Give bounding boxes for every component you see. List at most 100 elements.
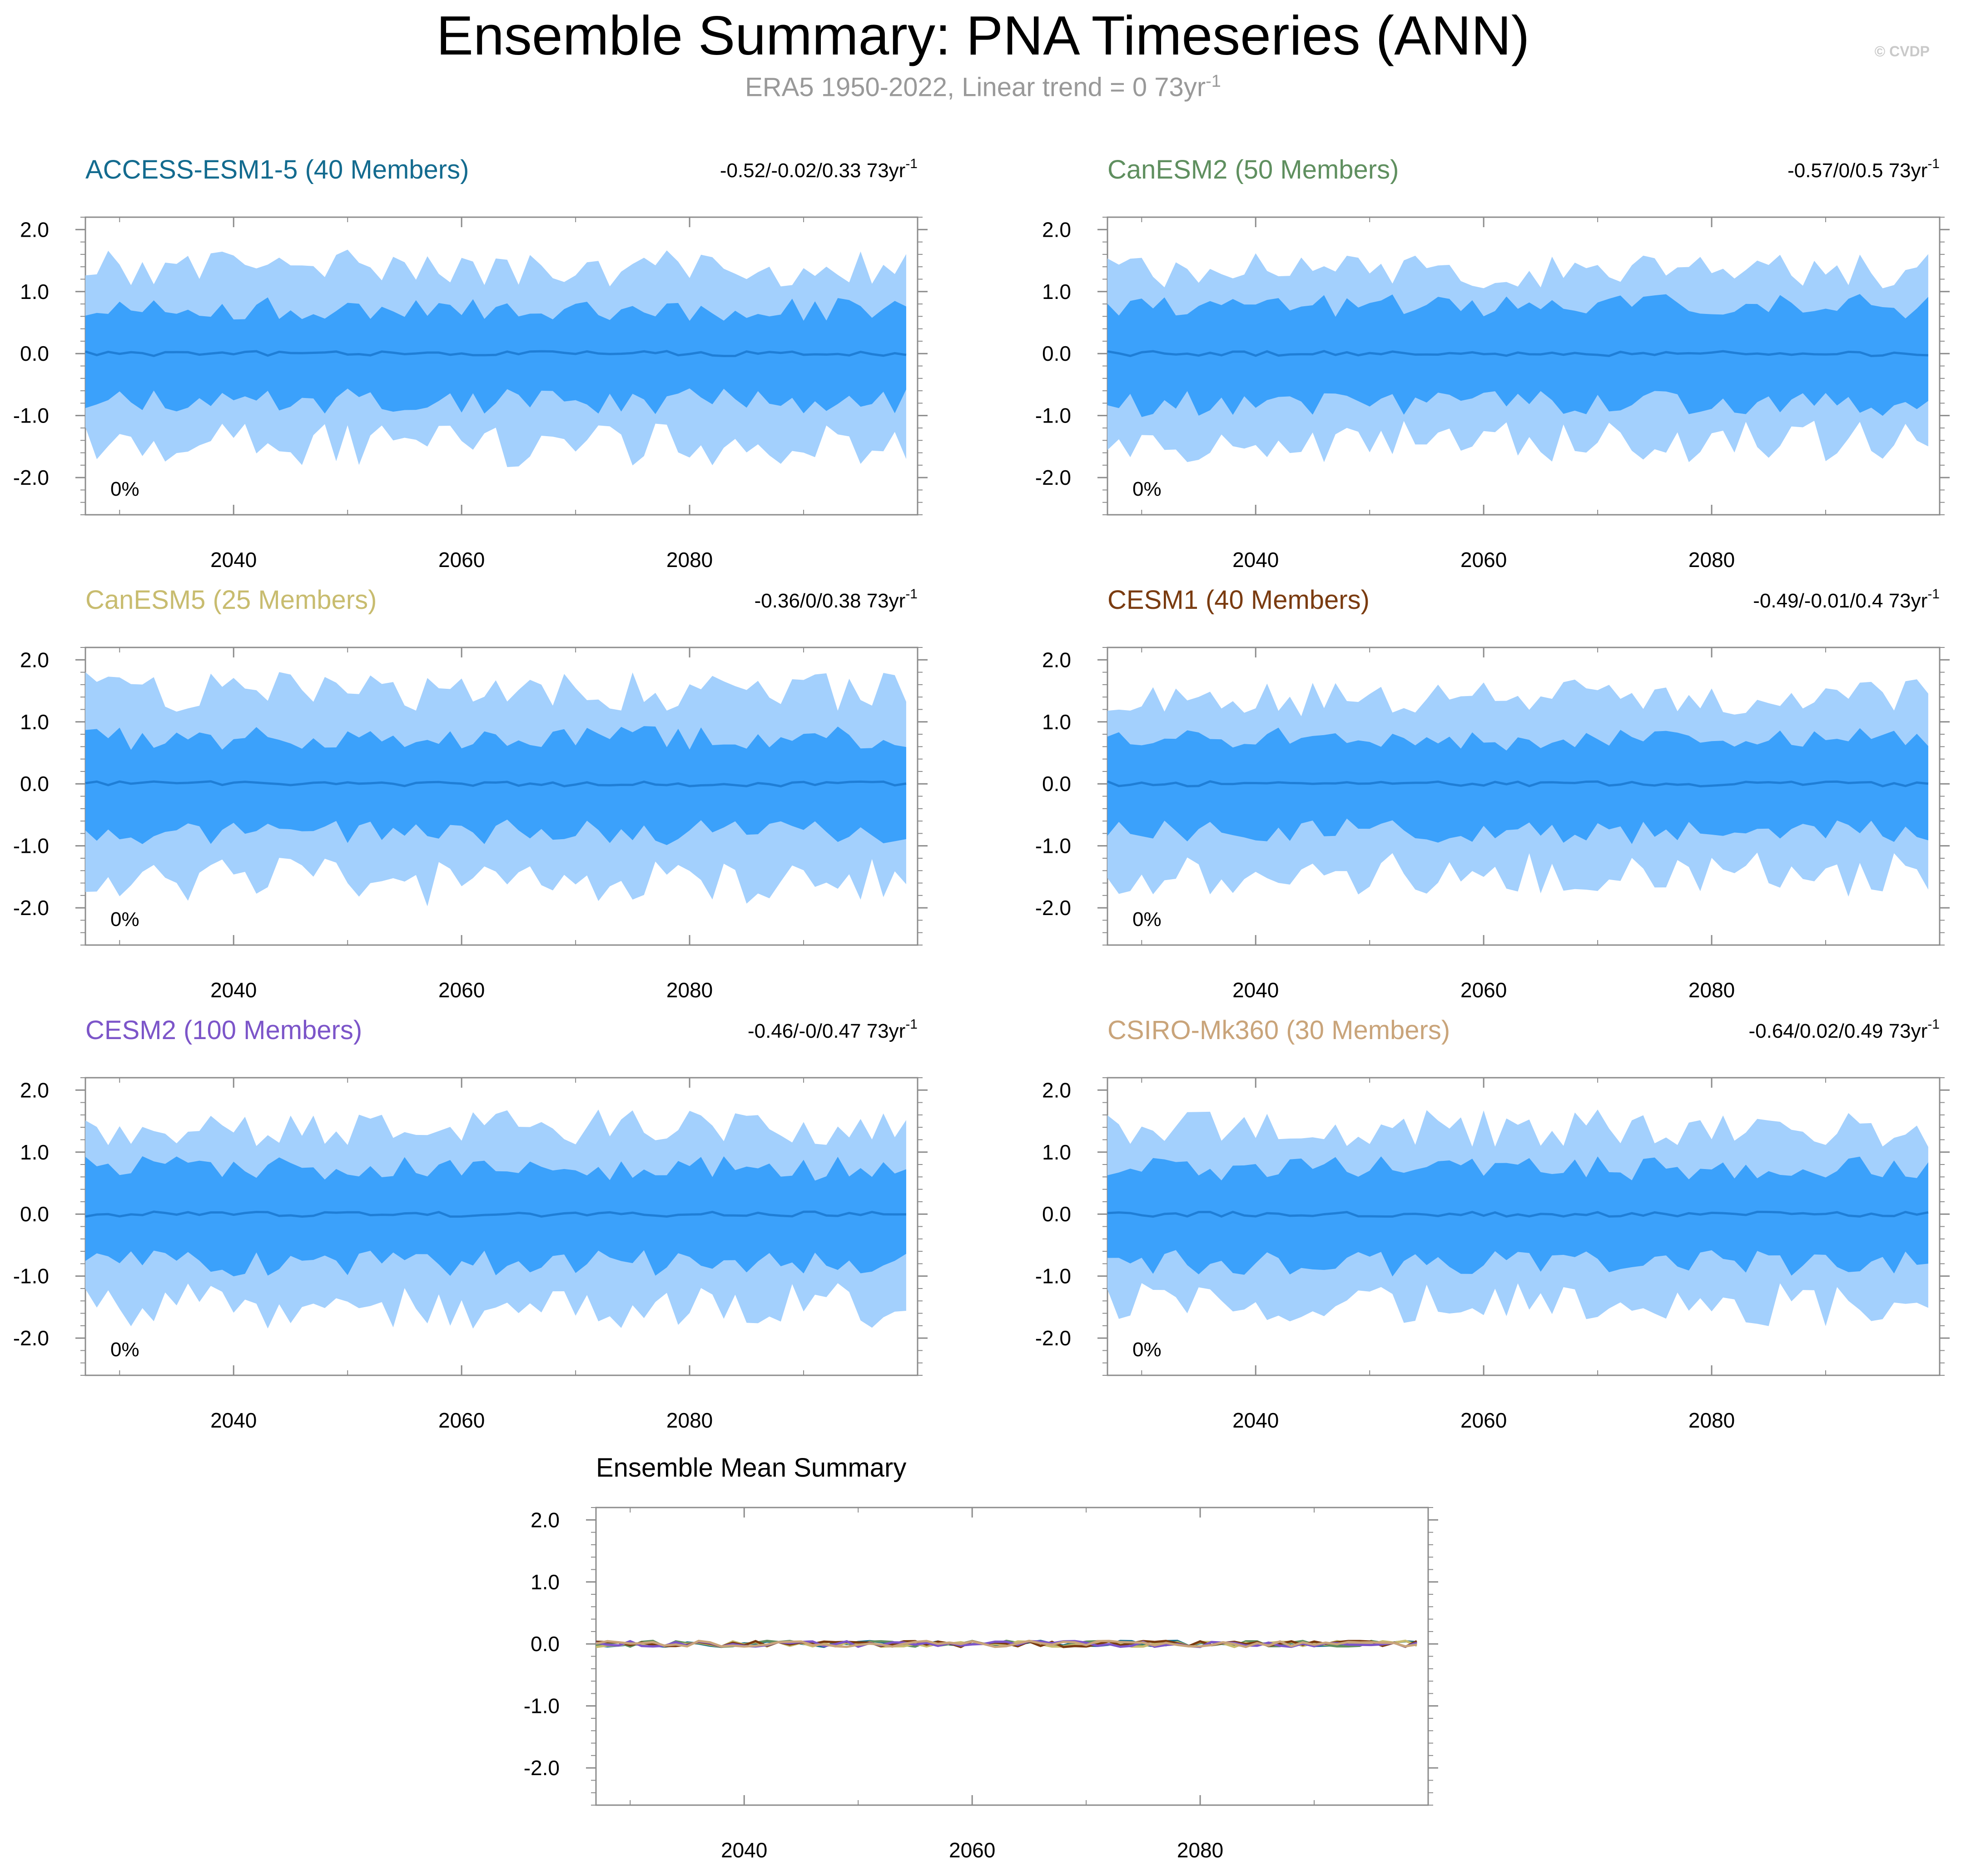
panel-title: CSIRO-Mk360 (30 Members) [1107,1015,1450,1045]
x-tick-label: 2080 [1177,1838,1223,1862]
panel-stats: -0.57/0/0.5 73yr-1 [1787,156,1940,182]
x-tick-label: 2080 [1688,978,1735,1002]
y-tick-label: 1.0 [20,1140,49,1164]
panel-3: CanESM5 (25 Members) -0.36/0/0.38 73yr-1 0… [13,585,928,1002]
x-tick-label: 2060 [1460,548,1507,572]
x-tick-label: 2080 [666,548,713,572]
y-tick-label: -2.0 [13,896,49,920]
y-tick-label: -1.0 [524,1694,560,1718]
y-tick-label: -2.0 [524,1756,560,1780]
mean-series-line [596,1639,1417,1648]
y-tick-label: 0.0 [1042,1202,1071,1226]
figure-subtitle-text: ERA5 1950-2022, Linear trend = 0 73yr [745,72,1206,102]
x-tick-label: 2040 [1232,548,1279,572]
panel-title: Ensemble Mean Summary [596,1453,906,1483]
y-tick-label: -2.0 [1035,1326,1071,1350]
panel-annotation: 0% [110,478,139,500]
watermark: © CVDP [1874,43,1930,60]
y-tick-label: -1.0 [1035,1264,1071,1288]
panel-1: ACCESS-ESM1-5 (40 Members) -0.52/-0.02/0.… [13,155,928,572]
y-tick-label: -2.0 [13,466,49,489]
panel-annotation: 0% [110,1339,139,1361]
y-tick-label: -1.0 [13,404,49,428]
x-tick-label: 2080 [1688,1408,1735,1432]
x-tick-label: 2060 [438,978,485,1002]
mean-series-line [596,1640,1418,1648]
y-tick-label: 2.0 [20,648,49,672]
ensemble-mean-line [85,1210,906,1218]
inner-band [1107,294,1928,417]
y-tick-label: 2.0 [20,1078,49,1102]
y-tick-label: 1.0 [1042,1140,1071,1164]
ensemble-mean-line [85,780,907,788]
x-tick-label: 2040 [1232,978,1279,1002]
y-tick-label: 1.0 [1042,710,1071,734]
x-tick-label: 2040 [721,1838,767,1862]
y-tick-label: -1.0 [1035,404,1071,428]
x-tick-label: 2060 [1460,978,1507,1002]
x-tick-label: 2040 [210,548,257,572]
x-tick-label: 2060 [1460,1408,1507,1432]
y-tick-label: 0.0 [20,342,49,365]
y-tick-label: 0.0 [531,1632,560,1656]
y-tick-label: -2.0 [1035,896,1071,920]
panel-annotation: 0% [110,908,139,931]
x-tick-label: 2080 [1688,548,1735,572]
panel-5: CESM2 (100 Members) -0.46/-0/0.47 73yr-1 0… [13,1015,928,1432]
inner-band [1107,727,1928,844]
ensemble-mean-line [1107,350,1929,358]
y-tick-label: 1.0 [20,710,49,734]
panel-title: CESM2 (100 Members) [85,1015,362,1045]
x-tick-label: 2080 [666,978,713,1002]
panel-title: CanESM5 (25 Members) [85,585,377,615]
inner-band [1107,1156,1928,1277]
panel-title: CanESM2 (50 Members) [1107,155,1399,184]
panel-stats: -0.49/-0.01/0.4 73yr-1 [1753,587,1940,612]
y-tick-label: 0.0 [20,772,49,796]
plot-frame [595,1507,1429,1806]
y-tick-label: 0.0 [1042,772,1071,796]
y-tick-label: -2.0 [13,1326,49,1350]
panel-2: CanESM2 (50 Members) -0.57/0/0.5 73yr-1 0%… [1035,155,1950,572]
panel-stats: -0.52/-0.02/0.33 73yr-1 [720,156,918,182]
x-tick-label: 2040 [210,978,257,1002]
panel-stats: -0.46/-0/0.47 73yr-1 [748,1017,918,1042]
y-tick-label: 2.0 [20,218,49,241]
x-tick-label: 2060 [438,548,485,572]
inner-band [85,1156,906,1277]
x-tick-label: 2080 [666,1408,713,1432]
y-tick-label: -1.0 [1035,834,1071,858]
ensemble-mean-line [1107,1210,1929,1218]
y-tick-label: 2.0 [1042,218,1071,241]
panel-stats: -0.64/0.02/0.49 73yr-1 [1748,1017,1940,1042]
x-tick-label: 2040 [210,1408,257,1432]
x-tick-label: 2060 [949,1838,995,1862]
y-tick-label: 0.0 [1042,342,1071,365]
ensemble-mean-line [1107,780,1929,787]
panel-4: CESM1 (40 Members) -0.49/-0.01/0.4 73yr-1… [1035,585,1950,1002]
y-tick-label: -1.0 [13,1264,49,1288]
figure-title: Ensemble Summary: PNA Timeseries (ANN) [436,5,1530,66]
y-tick-label: 1.0 [1042,280,1071,304]
figure-subtitle: ERA5 1950-2022, Linear trend = 0 73yr-1 [0,72,1966,102]
y-tick-label: 2.0 [1042,1078,1071,1102]
y-tick-label: 2.0 [531,1508,560,1532]
panel-title: CESM1 (40 Members) [1107,585,1370,615]
y-tick-label: 0.0 [20,1202,49,1226]
x-tick-label: 2060 [438,1408,485,1432]
panel-stats: -0.36/0/0.38 73yr-1 [755,587,918,612]
panel-annotation: 0% [1132,908,1162,931]
mean-series-line [596,1640,1417,1648]
panel-7: Ensemble Mean Summary 2.0 1.0 0.0 -1.0 -2.0 20… [524,1453,1438,1862]
y-tick-label: 1.0 [20,280,49,304]
y-tick-label: -1.0 [13,834,49,858]
panel-annotation: 0% [1132,1339,1162,1361]
y-tick-label: -2.0 [1035,466,1071,489]
panel-annotation: 0% [1132,478,1162,500]
y-tick-label: 2.0 [1042,648,1071,672]
ensemble-mean-line [85,350,907,357]
panel-6: CSIRO-Mk360 (30 Members) -0.64/0.02/0.49 … [1035,1015,1950,1432]
y-tick-label: 1.0 [531,1570,560,1594]
